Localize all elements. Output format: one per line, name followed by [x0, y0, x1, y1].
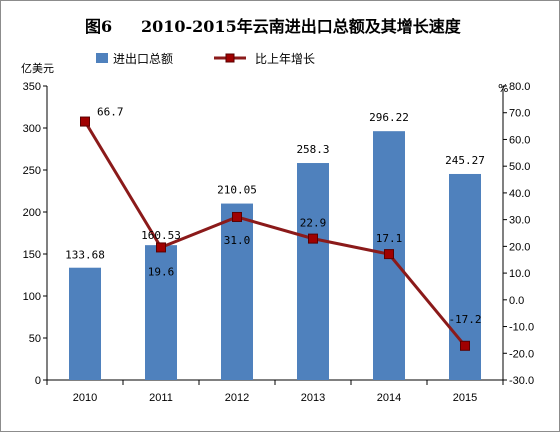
line-data-label: 66.7	[97, 106, 124, 119]
bar-data-label: 210.05	[217, 184, 257, 197]
data-labels: 133.68 160.53 210.05 258.3 296.22 245.27 66.7 1…	[65, 106, 485, 326]
x-tick-label: 2014	[377, 392, 401, 404]
line-data-label: 17.1	[376, 232, 403, 245]
chart-title-prefix: 图6	[85, 17, 112, 36]
y-right-tick-label: -30.0	[509, 375, 534, 387]
y-right-tick-label: 60.0	[509, 134, 530, 146]
bar	[297, 163, 329, 380]
x-tick-label: 2015	[453, 392, 477, 404]
legend-label-bar: 进出口总额	[113, 52, 173, 66]
bar-data-label: 296.22	[369, 111, 409, 124]
x-tick-label: 2012	[225, 392, 249, 404]
y-left-tick-label: 200	[23, 207, 41, 219]
y-right-tick-label: 0.0	[509, 295, 524, 307]
y-right-tick-label: 30.0	[509, 215, 530, 227]
line-data-label: -17.2	[448, 313, 481, 326]
growth-line	[83, 120, 467, 347]
x-tick-label: 2010	[73, 392, 97, 404]
y-axis-left-label: 亿美元	[21, 62, 54, 75]
y-right-tick-label: 70.0	[509, 108, 530, 120]
line-point	[80, 116, 90, 127]
y-right-tick-label: 80.0	[509, 81, 530, 93]
y-right-tick-label: 20.0	[509, 241, 530, 253]
line-series	[80, 116, 470, 351]
legend-label-line: 比上年增长	[255, 52, 315, 66]
line-point	[232, 211, 242, 222]
legend-swatch-marker	[225, 53, 235, 63]
y-left-tick-label: 50	[29, 333, 41, 345]
y-left-tick-label: 0	[35, 375, 41, 387]
line-data-label: 22.9	[300, 217, 327, 230]
line-point	[308, 233, 318, 244]
x-tick-label: 2013	[301, 392, 325, 404]
line-point	[384, 249, 394, 260]
y-right-tick-label: 50.0	[509, 161, 530, 173]
bar	[145, 245, 177, 380]
y-left-tick-label: 300	[23, 123, 41, 135]
legend: 进出口总额 比上年增长	[96, 52, 315, 66]
y-right-tick-label: -10.0	[509, 322, 534, 334]
y-left-tick-label: 100	[23, 291, 41, 303]
bar-series	[69, 131, 481, 380]
y-left-tick-label: 150	[23, 249, 41, 261]
line-data-label: 19.6	[148, 265, 175, 278]
axes: 0 50 100 150 200 250 300 350 -30.0 -20.0 -10.0 0.0 1…	[23, 81, 534, 404]
bar-data-label: 258.3	[296, 143, 329, 156]
line-data-label: 31.0	[224, 234, 251, 247]
x-tick-label: 2011	[149, 392, 173, 404]
legend-swatch-bar	[96, 53, 108, 63]
bar-data-label: 245.27	[445, 154, 485, 167]
bar	[221, 203, 253, 380]
bar-data-label: 160.53	[141, 229, 181, 242]
y-right-tick-label: -20.0	[509, 348, 534, 360]
chart-title: 2010-2015年云南进出口总额及其增长速度	[141, 17, 462, 36]
line-point	[460, 340, 470, 351]
y-right-tick-label: 10.0	[509, 268, 530, 280]
y-left-tick-label: 250	[23, 165, 41, 177]
bar	[69, 267, 101, 380]
y-right-tick-label: 40.0	[509, 188, 530, 200]
line-point	[156, 242, 166, 253]
bar-data-label: 133.68	[65, 249, 105, 262]
y-left-tick-label: 350	[23, 81, 41, 93]
